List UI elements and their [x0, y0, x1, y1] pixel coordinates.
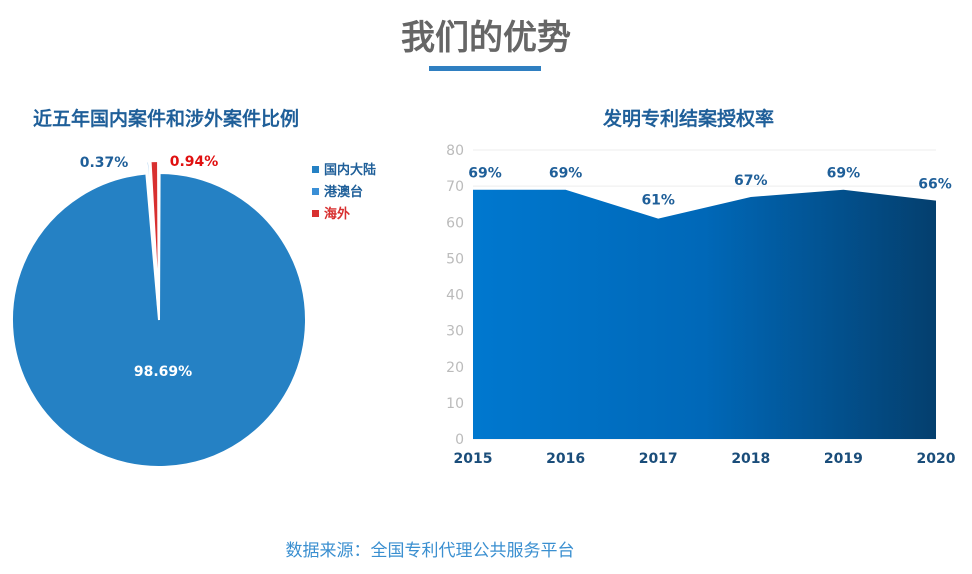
pie-slice-2 — [149, 160, 160, 309]
title-underline — [429, 66, 541, 71]
pie-label-1: 0.37% — [80, 155, 129, 171]
y-tick-70: 70 — [446, 179, 464, 195]
data-label-0: 69% — [468, 166, 502, 182]
x-tick-4: 2019 — [824, 451, 863, 467]
page-title: 我们的优势 — [401, 18, 571, 58]
pie-title: 近五年国内案件和涉外案件比例 — [33, 108, 300, 130]
legend-label-1: 港澳台 — [324, 184, 363, 200]
pie-slice-0 — [11, 171, 307, 468]
legend-swatch-0 — [312, 166, 319, 173]
area-title: 发明专利结案授权率 — [603, 108, 775, 130]
y-tick-10: 10 — [446, 396, 464, 412]
x-tick-2: 2017 — [639, 451, 678, 467]
area-series — [473, 189, 936, 439]
x-tick-1: 2016 — [546, 451, 585, 467]
y-tick-20: 20 — [446, 360, 464, 376]
y-tick-0: 0 — [455, 432, 464, 448]
x-tick-0: 2015 — [454, 451, 493, 467]
legend-swatch-1 — [312, 188, 319, 195]
x-tick-5: 2020 — [917, 451, 956, 467]
legend-swatch-2 — [312, 210, 319, 217]
y-tick-40: 40 — [446, 288, 464, 304]
y-tick-30: 30 — [446, 324, 464, 340]
legend-label-0: 国内大陆 — [324, 162, 376, 178]
y-tick-50: 50 — [446, 251, 464, 267]
y-tick-60: 60 — [446, 215, 464, 231]
pie-label-0: 98.69% — [134, 364, 192, 380]
y-tick-80: 80 — [446, 143, 464, 159]
data-label-1: 69% — [549, 166, 583, 182]
data-label-2: 61% — [641, 193, 675, 209]
data-label-3: 67% — [734, 173, 768, 189]
data-label-4: 69% — [827, 166, 861, 182]
data-source: 数据来源：全国专利代理公共服务平台 — [285, 541, 575, 561]
legend-label-2: 海外 — [324, 206, 350, 222]
data-label-5: 66% — [918, 177, 952, 193]
x-tick-3: 2018 — [731, 451, 770, 467]
pie-label-2: 0.94% — [170, 154, 219, 170]
pie-slice-1 — [145, 160, 160, 309]
